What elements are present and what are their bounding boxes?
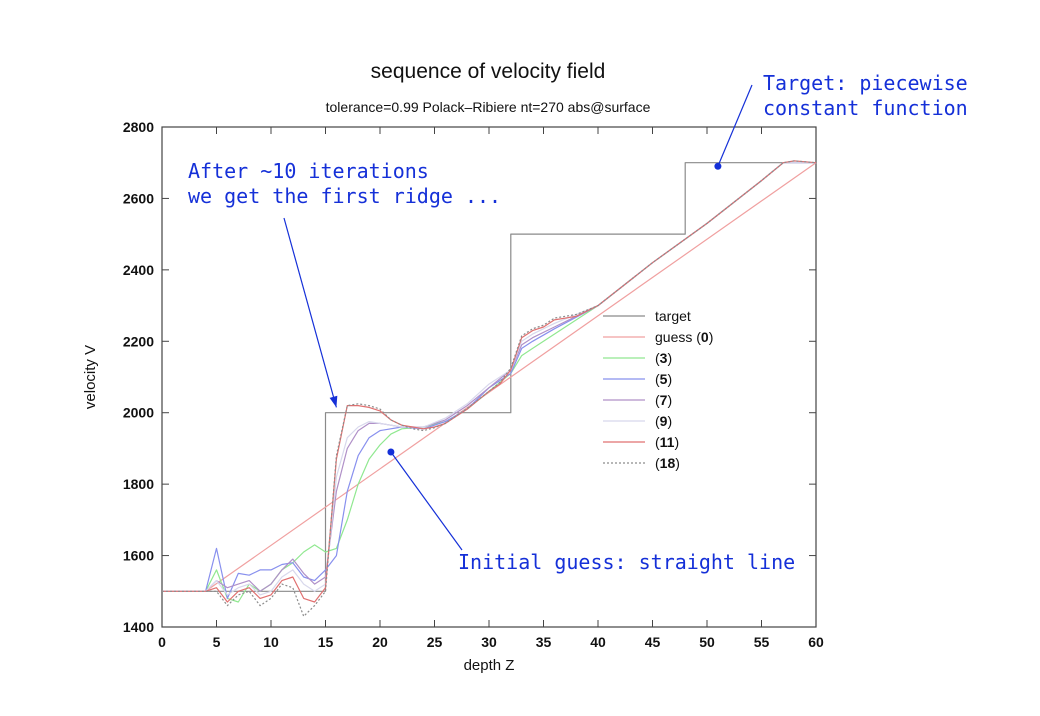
legend-label-text: ( xyxy=(655,392,660,408)
y-tick-label: 1600 xyxy=(123,548,154,564)
chart-title: sequence of velocity field xyxy=(371,60,606,83)
x-tick-label: 0 xyxy=(158,634,166,650)
y-tick-label: 1800 xyxy=(123,476,154,492)
legend-label-2: (3) xyxy=(655,350,672,366)
legend-label-0: target xyxy=(655,308,691,324)
guess-annotation-line-1: Initial guess: straight line xyxy=(458,550,796,574)
x-tick-label: 20 xyxy=(372,634,388,650)
y-axis-label: velocity V xyxy=(82,345,99,409)
chart-subtitle: tolerance=0.99 Polack–Ribiere nt=270 abs… xyxy=(326,99,651,115)
series-line-2 xyxy=(162,162,816,603)
legend-label-1: guess (0) xyxy=(655,329,713,345)
x-tick-label: 30 xyxy=(481,634,497,650)
legend-label-3: (5) xyxy=(655,371,672,387)
legend-label-6: (11) xyxy=(655,434,679,450)
legend-label-suffix: ) xyxy=(675,455,680,471)
series-line-7 xyxy=(162,160,817,617)
legend-label-text: target xyxy=(655,308,691,324)
x-tick-label: 15 xyxy=(318,634,334,650)
legend-label-7: (18) xyxy=(655,455,680,471)
target-note-dot xyxy=(714,162,722,170)
x-tick-label: 55 xyxy=(754,634,770,650)
series-line-5 xyxy=(162,162,816,596)
ridge-annotation-line-2: we get the first ridge ... xyxy=(188,184,502,208)
target-annotation-line-2: constant function xyxy=(763,96,968,120)
y-tick-label: 2200 xyxy=(123,333,154,349)
x-tick-label: 10 xyxy=(263,634,279,650)
y-tick-label: 2600 xyxy=(123,190,154,206)
series-line-1 xyxy=(162,162,817,592)
legend-label-5: (9) xyxy=(655,413,672,429)
guess-annotation: Initial guess: straight line xyxy=(458,550,795,575)
legend-label-index: 9 xyxy=(660,413,668,429)
legend-label-suffix: ) xyxy=(667,413,672,429)
legend-label-text: ( xyxy=(655,434,660,450)
legend-label-suffix: ) xyxy=(667,392,672,408)
legend-label-index: 7 xyxy=(660,392,668,408)
target-annotation-line-1: Target: piecewise xyxy=(763,71,968,95)
series-line-4 xyxy=(162,162,816,592)
y-tick-label: 2400 xyxy=(123,262,154,278)
ridge-note-leader xyxy=(283,217,337,408)
x-tick-label: 5 xyxy=(213,634,221,650)
legend-label-index: 18 xyxy=(660,455,676,471)
x-tick-label: 25 xyxy=(427,634,443,650)
x-tick-label: 50 xyxy=(699,634,715,650)
legend-label-text: guess ( xyxy=(655,329,701,345)
series-line-6 xyxy=(162,160,817,603)
series-line-0 xyxy=(162,162,816,592)
legend-label-suffix: ) xyxy=(667,350,672,366)
ridge-annotation: After ~10 iterations we get the first ri… xyxy=(188,159,501,209)
legend-label-suffix: ) xyxy=(674,434,679,450)
ridge-annotation-line-1: After ~10 iterations xyxy=(188,159,429,183)
y-tick-label: 1400 xyxy=(123,619,154,635)
target-note-leader xyxy=(717,84,753,167)
y-tick-label: 2800 xyxy=(123,119,154,135)
legend-label-text: ( xyxy=(655,413,660,429)
x-axis-label: depth Z xyxy=(464,657,515,674)
legend-label-4: (7) xyxy=(655,392,672,408)
legend-label-index: 5 xyxy=(660,371,668,387)
legend-label-text: ( xyxy=(655,350,660,366)
x-tick-label: 40 xyxy=(590,634,606,650)
y-tick-label: 2000 xyxy=(123,405,154,421)
guess-note-dot xyxy=(387,448,395,456)
legend-label-index: 3 xyxy=(660,350,668,366)
legend-label-index: 11 xyxy=(660,434,675,450)
series-line-3 xyxy=(162,162,816,600)
guess-note-leader xyxy=(390,451,463,551)
target-annotation: Target: piecewise constant function xyxy=(763,71,968,121)
legend-label-suffix: ) xyxy=(667,371,672,387)
legend-label-text: ( xyxy=(655,455,660,471)
x-tick-label: 35 xyxy=(536,634,552,650)
legend-label-text: ( xyxy=(655,371,660,387)
x-tick-label: 45 xyxy=(645,634,661,650)
x-tick-label: 60 xyxy=(808,634,824,650)
legend-label-suffix: ) xyxy=(709,329,714,345)
legend-label-index: 0 xyxy=(701,329,709,345)
ridge-note-arrowhead xyxy=(329,395,338,408)
